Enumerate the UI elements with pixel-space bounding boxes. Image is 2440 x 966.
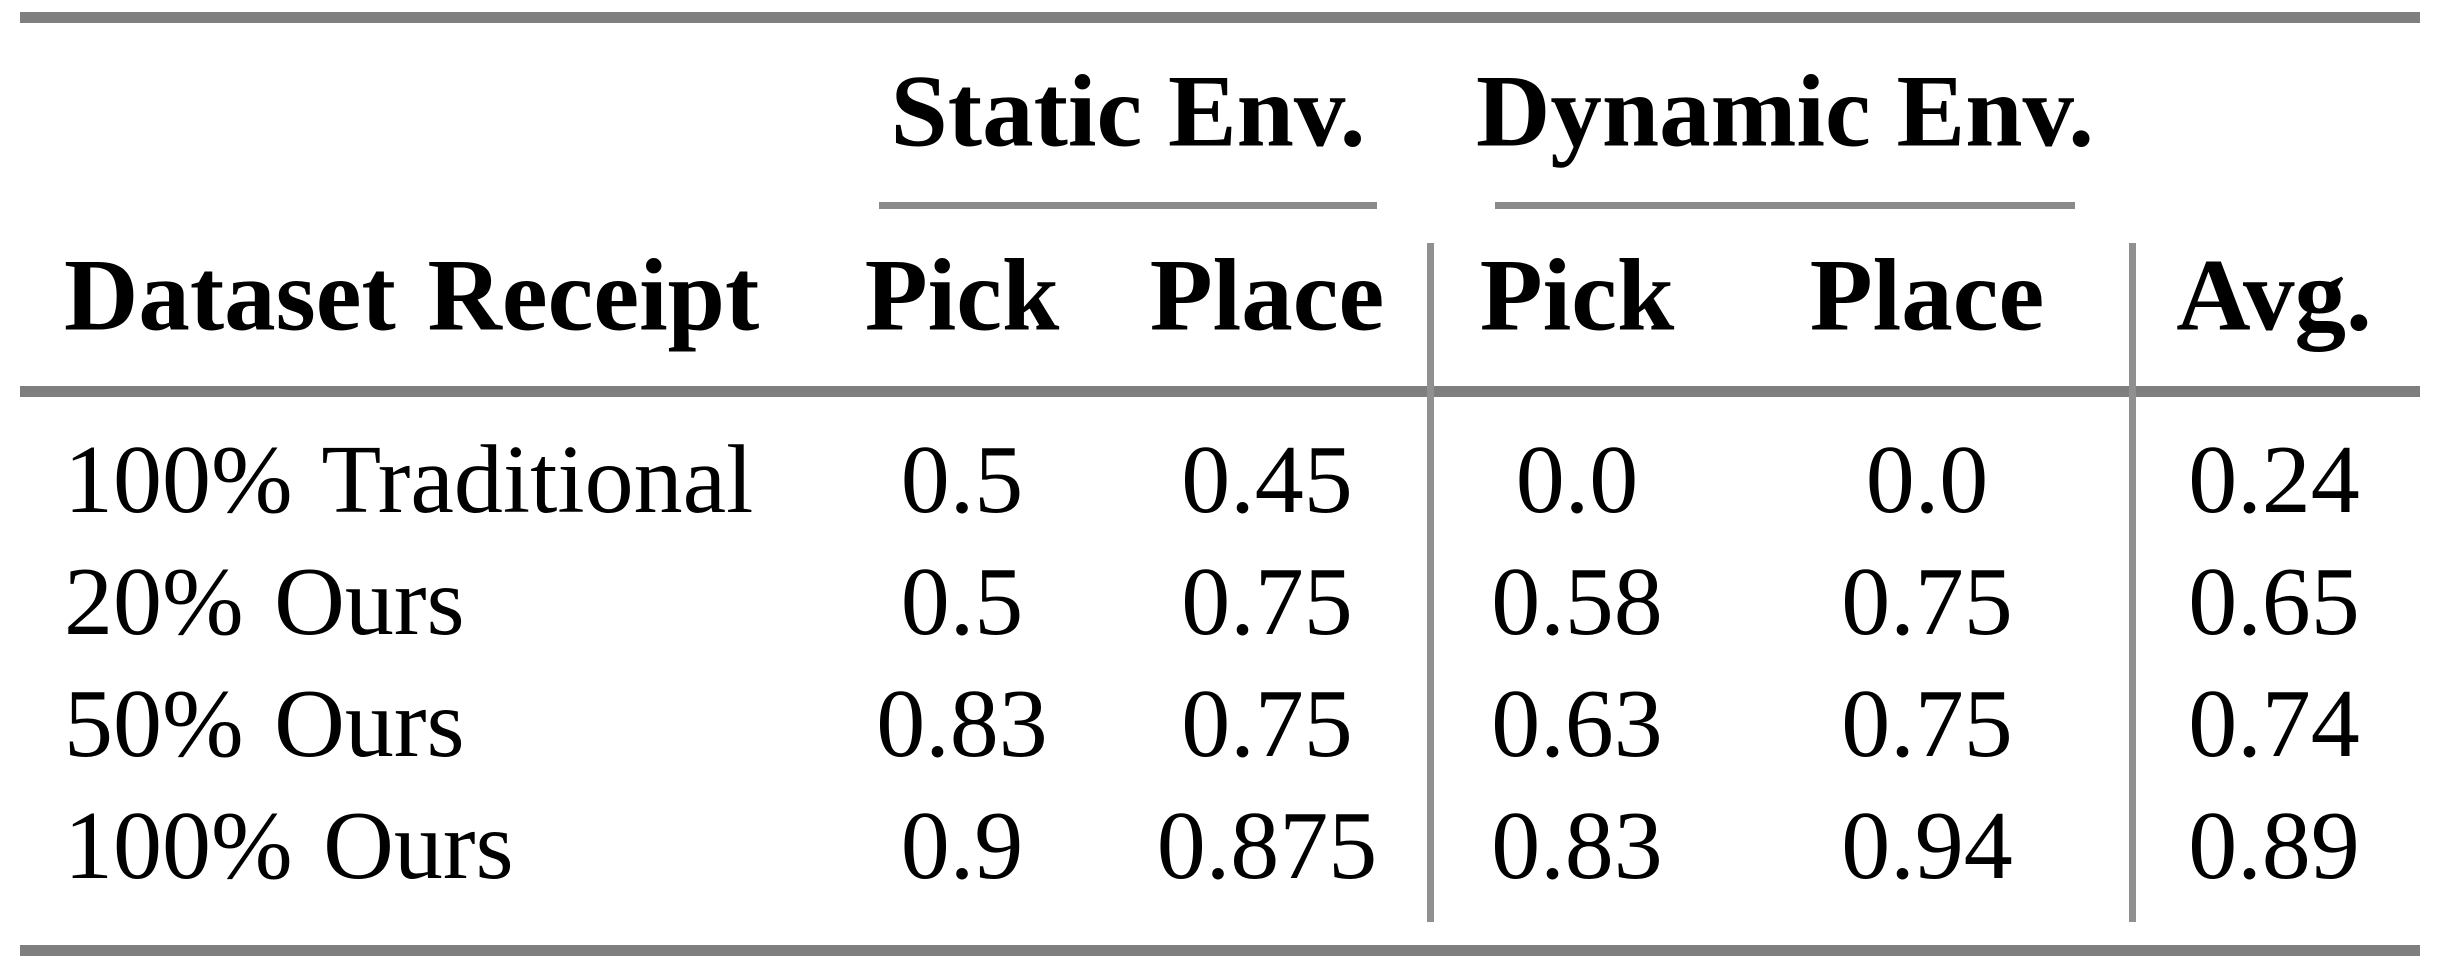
cell-dynamic-pick: 0.83 (1491, 792, 1663, 900)
column-separator-static-dynamic (1427, 243, 1434, 922)
cell-static-pick: 0.9 (900, 792, 1024, 900)
group-header-static-env: Static Env. (890, 54, 1366, 169)
cell-avg: 0.89 (2188, 792, 2360, 900)
cell-dynamic-pick: 0.0 (1515, 426, 1639, 534)
column-header-static-place: Place (1149, 238, 1385, 353)
column-header-dynamic-place: Place (1809, 238, 2045, 353)
static-env-cmidrule (879, 202, 1377, 209)
row-label: 20% Ours (64, 548, 465, 656)
cell-dynamic-place: 0.0 (1865, 426, 1989, 534)
cell-avg: 0.24 (2188, 426, 2360, 534)
cell-static-pick: 0.5 (900, 548, 1024, 656)
cell-avg: 0.65 (2188, 548, 2360, 656)
cell-static-place: 0.75 (1181, 670, 1353, 778)
cell-dynamic-place: 0.75 (1841, 548, 2013, 656)
cell-static-pick: 0.83 (876, 670, 1048, 778)
header-separator-rule (20, 386, 2420, 397)
cell-static-place: 0.875 (1156, 792, 1378, 900)
group-header-dynamic-env: Dynamic Env. (1475, 54, 2095, 169)
cell-static-place: 0.75 (1181, 548, 1353, 656)
bottom-rule (20, 945, 2420, 956)
cell-avg: 0.74 (2188, 670, 2360, 778)
cell-static-pick: 0.5 (900, 426, 1024, 534)
top-rule (20, 12, 2420, 23)
column-header-dynamic-pick: Pick (1479, 238, 1675, 353)
row-label: 100% Traditional (64, 426, 754, 534)
column-separator-dynamic-avg (2129, 243, 2136, 922)
column-header-static-pick: Pick (864, 238, 1060, 353)
cell-dynamic-pick: 0.63 (1491, 670, 1663, 778)
column-header-dataset-receipt: Dataset Receipt (64, 238, 760, 353)
dynamic-env-cmidrule (1495, 202, 2075, 209)
cell-static-place: 0.45 (1181, 426, 1353, 534)
cell-dynamic-pick: 0.58 (1491, 548, 1663, 656)
column-header-avg: Avg. (2176, 238, 2372, 353)
cell-dynamic-place: 0.94 (1841, 792, 2013, 900)
row-label: 100% Ours (64, 792, 514, 900)
cell-dynamic-place: 0.75 (1841, 670, 2013, 778)
row-label: 50% Ours (64, 670, 465, 778)
